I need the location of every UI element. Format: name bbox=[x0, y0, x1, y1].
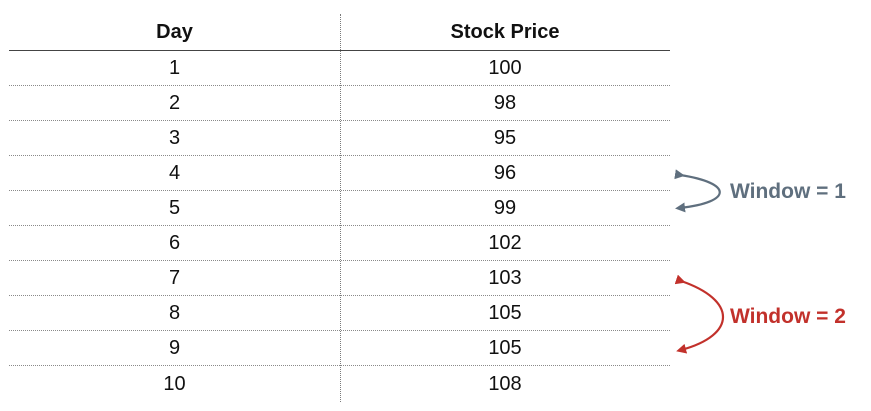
day-cell: 9 bbox=[168, 337, 181, 359]
table-row: 10 108 bbox=[9, 366, 670, 401]
day-cell: 8 bbox=[168, 302, 181, 324]
header-day: Day bbox=[156, 21, 193, 43]
window-2-label: Window = 2 bbox=[730, 305, 846, 328]
table-row: 1 100 bbox=[9, 51, 670, 86]
table-row: 3 95 bbox=[9, 121, 670, 156]
header-stock-price: Stock Price bbox=[450, 21, 560, 43]
day-cell: 2 bbox=[168, 92, 181, 114]
window-1-label: Window = 1 bbox=[730, 180, 846, 203]
day-cell: 6 bbox=[168, 232, 181, 254]
price-cell: 99 bbox=[493, 197, 517, 219]
day-cell: 4 bbox=[168, 162, 181, 184]
table-row: 4 96 bbox=[9, 156, 670, 191]
price-cell: 102 bbox=[488, 232, 522, 254]
price-cell: 96 bbox=[493, 162, 517, 184]
price-cell: 105 bbox=[488, 302, 522, 324]
price-cell: 95 bbox=[493, 127, 517, 149]
table-header-row: Day Stock Price bbox=[9, 14, 670, 51]
table-row: 8 105 bbox=[9, 296, 670, 331]
window-2-arrow bbox=[674, 274, 724, 354]
table-row: 6 102 bbox=[9, 226, 670, 261]
price-cell: 98 bbox=[493, 92, 517, 114]
day-cell: 3 bbox=[168, 127, 181, 149]
price-cell: 108 bbox=[488, 372, 522, 395]
price-cell: 103 bbox=[488, 267, 522, 289]
price-cell: 105 bbox=[488, 337, 522, 359]
day-cell: 1 bbox=[168, 57, 181, 79]
day-cell: 7 bbox=[168, 267, 181, 289]
stock-price-table: Day Stock Price 1 100 2 98 3 95 4 96 5 9… bbox=[9, 14, 670, 401]
day-cell: 10 bbox=[163, 372, 186, 395]
price-cell: 100 bbox=[488, 57, 522, 79]
day-cell: 5 bbox=[168, 197, 181, 219]
table-row: 5 99 bbox=[9, 191, 670, 226]
column-divider bbox=[340, 14, 341, 402]
table-row: 2 98 bbox=[9, 86, 670, 121]
table-row: 9 105 bbox=[9, 331, 670, 366]
table-row: 7 103 bbox=[9, 261, 670, 296]
window-1-arrow bbox=[674, 169, 721, 213]
